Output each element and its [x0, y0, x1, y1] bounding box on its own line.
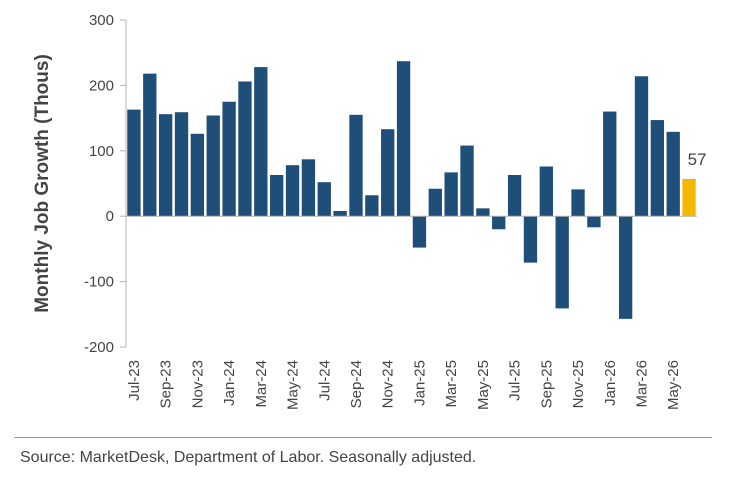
x-tick-label: Sep-25: [538, 360, 555, 408]
bar-feb-26: [618, 216, 633, 319]
footer-divider: [14, 437, 712, 438]
bar-oct-25: [555, 216, 569, 309]
source-note: Source: MarketDesk, Department of Labor.…: [20, 449, 477, 466]
bar-jul-25: [507, 174, 522, 217]
bar-apr-24: [270, 174, 284, 217]
y-tick-label: -100: [84, 274, 114, 291]
bar-mar-25: [444, 172, 458, 217]
bar-nov-25: [571, 189, 585, 217]
bar-jan-25: [412, 216, 427, 248]
x-tick-label: Jul-23: [126, 360, 143, 401]
bar-jan-26: [603, 111, 617, 217]
bar-may-25: [476, 208, 490, 217]
bar-mar-26: [634, 76, 649, 217]
bar-feb-24: [238, 81, 252, 217]
y-axis-title: Monthly Job Growth (Thous): [32, 54, 53, 313]
bar-nov-23: [190, 133, 205, 217]
bar-apr-26: [650, 120, 665, 217]
x-tick-label: Jul-25: [507, 360, 524, 401]
bar-jul-24: [317, 182, 331, 217]
bar-dec-24: [396, 61, 411, 217]
x-tick-label: Sep-23: [158, 360, 175, 408]
bar-oct-23: [174, 112, 189, 217]
bar-aug-25: [523, 216, 538, 263]
bar-mar-24: [254, 67, 268, 217]
x-tick-label: Jan-24: [221, 360, 238, 406]
bar-aug-24: [333, 210, 347, 217]
bar-nov-24: [381, 129, 395, 217]
x-tick-label: Mar-26: [633, 360, 650, 408]
bar-jun-25: [492, 216, 506, 230]
x-tick-label: Mar-25: [443, 360, 460, 408]
bar-aug-23: [143, 73, 157, 217]
x-tick-label: May-26: [665, 360, 682, 410]
y-tick-label: 100: [89, 143, 114, 160]
bar-jun-26: [682, 178, 696, 217]
bar-sep-23: [158, 114, 173, 217]
x-tick-label: Nov-24: [380, 360, 397, 408]
data-label: 57: [688, 150, 707, 169]
bar-jun-24: [301, 159, 316, 217]
x-tick-label: Sep-24: [348, 360, 365, 408]
bar-sep-24: [349, 114, 363, 217]
x-tick-label: Mar-24: [253, 360, 270, 408]
job-growth-chart: -200 -100 0 100 200 300 Monthly Job Growth (Th…: [32, 12, 707, 410]
bar-apr-25: [460, 145, 474, 217]
bar-sep-25: [539, 166, 553, 217]
bar-may-24: [285, 165, 300, 217]
bar-dec-23: [206, 115, 220, 217]
x-tick-label: Jan-25: [411, 360, 428, 406]
bar-feb-25: [428, 188, 442, 217]
bar-dec-25: [587, 216, 601, 228]
y-tick-label: 200: [89, 77, 114, 94]
bar-jul-23: [127, 109, 141, 217]
y-tick-label: 0: [106, 208, 114, 225]
y-tick-label: -200: [84, 339, 114, 356]
y-tick-label: 300: [89, 12, 114, 29]
x-tick-label: Jan-26: [602, 360, 619, 406]
bar-jan-24: [222, 101, 236, 217]
bar-may-26: [666, 131, 680, 217]
x-tick-label: Nov-25: [570, 360, 587, 408]
x-tick-label: Jul-24: [316, 360, 333, 401]
x-tick-label: Nov-23: [189, 360, 206, 408]
bar-oct-24: [365, 195, 379, 217]
x-tick-label: May-25: [475, 360, 492, 410]
x-tick-label: May-24: [285, 360, 302, 410]
